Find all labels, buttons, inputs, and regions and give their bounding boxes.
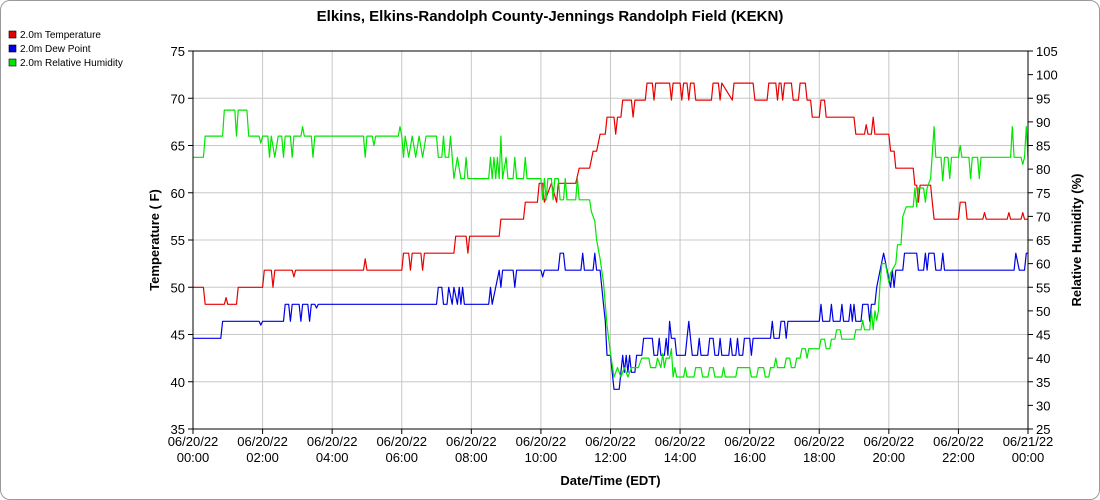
- y-right-tick-label: 75: [1036, 186, 1050, 201]
- x-tick-time: 00:00: [1012, 450, 1045, 465]
- x-tick-date: 06/20/22: [655, 434, 706, 449]
- series-line-2-0m-dew-point: [193, 252, 1028, 390]
- legend: 2.0m Temperature 2.0m Dew Point 2.0m Relat…: [8, 30, 123, 69]
- y-axis-right-title: Relative Humidity (%): [1069, 174, 1084, 307]
- x-tick-date: 06/20/22: [585, 434, 636, 449]
- x-tick-time: 02:00: [246, 450, 279, 465]
- y-right-tick-label: 60: [1036, 257, 1050, 272]
- y-right-tick-label: 85: [1036, 139, 1050, 154]
- y-right-tick-label: 55: [1036, 280, 1050, 295]
- y-right-tick-label: 105: [1036, 44, 1058, 59]
- y-right-tick-label: 65: [1036, 233, 1050, 248]
- y-right-tick-label: 45: [1036, 328, 1050, 343]
- x-tick-time: 00:00: [177, 450, 210, 465]
- legend-swatch: [8, 30, 17, 39]
- y-right-tick-label: 30: [1036, 398, 1050, 413]
- y-left-tick-label: 40: [171, 375, 185, 390]
- series-line-2-0m-temperature: [193, 82, 1028, 305]
- legend-label: 2.0m Relative Humidity: [20, 58, 123, 69]
- y-right-tick-label: 95: [1036, 91, 1050, 106]
- x-tick-date: 06/21/22: [1003, 434, 1054, 449]
- x-tick-date: 06/20/22: [168, 434, 219, 449]
- y-right-tick-label: 80: [1036, 162, 1050, 177]
- y-left-tick-label: 70: [171, 91, 185, 106]
- y-axis-left-title: Temperature ( F): [147, 189, 162, 291]
- x-tick-time: 12:00: [594, 450, 627, 465]
- x-tick-time: 04:00: [316, 450, 349, 465]
- y-right-tick-label: 50: [1036, 304, 1050, 319]
- x-tick-time: 08:00: [455, 450, 488, 465]
- x-tick-time: 20:00: [873, 450, 906, 465]
- x-tick-date: 06/20/22: [724, 434, 775, 449]
- x-axis-title: Date/Time (EDT): [560, 473, 660, 488]
- x-tick-date: 06/20/22: [376, 434, 427, 449]
- x-tick-date: 06/20/22: [933, 434, 984, 449]
- x-tick-date: 06/20/22: [307, 434, 358, 449]
- y-right-tick-label: 40: [1036, 351, 1050, 366]
- left-axis: 35 40 45 50 55 60 65 70 75: [171, 44, 193, 437]
- x-tick-time: 10:00: [525, 450, 558, 465]
- y-right-tick-label: 90: [1036, 115, 1050, 130]
- y-right-tick-label: 35: [1036, 375, 1050, 390]
- x-tick-time: 16:00: [733, 450, 766, 465]
- y-left-tick-label: 60: [171, 186, 185, 201]
- series-line-2-0m-relative-humidity: [193, 109, 1029, 378]
- x-axis: 06/20/2200:0006/20/2202:0006/20/2204:000…: [168, 429, 1054, 465]
- x-tick-date: 06/20/22: [446, 434, 497, 449]
- y-left-tick-label: 65: [171, 139, 185, 154]
- x-tick-time: 14:00: [664, 450, 697, 465]
- y-right-tick-label: 70: [1036, 209, 1050, 224]
- y-left-tick-label: 55: [171, 233, 185, 248]
- x-tick-time: 22:00: [942, 450, 975, 465]
- right-axis: 25 30 35 40 45 50 55 60 65 70 75 80 85 90 95 100 105: [1028, 44, 1058, 437]
- y-left-tick-label: 35: [171, 422, 185, 437]
- legend-label: 2.0m Dew Point: [20, 44, 91, 55]
- x-tick-date: 06/20/22: [237, 434, 288, 449]
- legend-label: 2.0m Temperature: [20, 30, 101, 41]
- y-left-tick-label: 45: [171, 328, 185, 343]
- x-tick-time: 18:00: [803, 450, 836, 465]
- legend-swatch: [8, 44, 17, 53]
- y-left-tick-label: 75: [171, 44, 185, 59]
- grid: [192, 50, 1029, 430]
- chart-title: Elkins, Elkins-Randolph County-Jennings …: [317, 8, 784, 25]
- x-tick-date: 06/20/22: [864, 434, 915, 449]
- legend-swatch: [8, 58, 17, 67]
- y-left-tick-label: 50: [171, 280, 185, 295]
- x-tick-date: 06/20/22: [794, 434, 845, 449]
- series-layer: [193, 82, 1029, 390]
- y-right-tick-label: 25: [1036, 422, 1050, 437]
- y-right-tick-label: 100: [1036, 68, 1058, 83]
- x-tick-date: 06/20/22: [516, 434, 567, 449]
- x-tick-time: 06:00: [385, 450, 418, 465]
